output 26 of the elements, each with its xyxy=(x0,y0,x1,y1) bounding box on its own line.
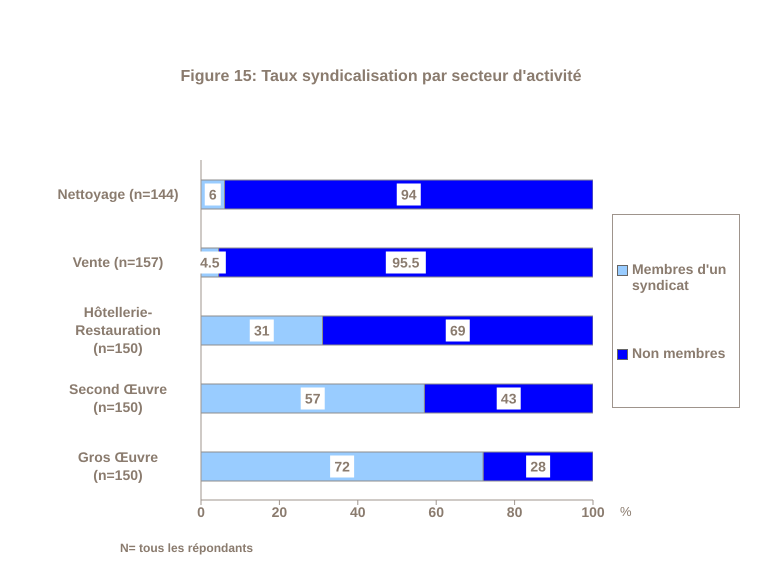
chart-title: Figure 15: Taux syndicalisation par secteur d'activité xyxy=(180,68,582,86)
y-tick-label: Gros Œuvre (n=150) xyxy=(78,449,158,483)
y-tick-label: Second Œuvre (n=150) xyxy=(68,381,168,415)
x-tick-label: 100 xyxy=(581,504,605,520)
legend-label: Non membres xyxy=(632,345,726,361)
data-label: 43 xyxy=(500,390,517,406)
data-label: 4.5 xyxy=(200,254,220,270)
y-tick-label: Nettoyage (n=144) xyxy=(58,186,178,202)
data-label: 95.5 xyxy=(392,254,420,270)
data-label: 69 xyxy=(450,322,466,338)
legend-label: Membres d'un syndicat xyxy=(632,261,728,293)
text: N= tous les répondants xyxy=(120,541,254,555)
x-tick-label: 60 xyxy=(428,504,444,520)
y-tick-label: Hôtellerie-Restauration (n=150) xyxy=(75,304,161,356)
y-tick-label: Vente (n=157) xyxy=(72,254,164,270)
data-label: 72 xyxy=(334,458,350,474)
data-label: 94 xyxy=(400,186,417,202)
x-tick-label: 40 xyxy=(350,504,366,520)
x-axis-title: % xyxy=(620,504,632,519)
x-tick-label: 80 xyxy=(506,504,523,520)
data-label: 57 xyxy=(304,390,321,406)
data-label: 6 xyxy=(208,186,217,202)
x-tick-label: 0 xyxy=(197,504,206,520)
x-tick-label: 20 xyxy=(272,504,288,520)
data-label: 28 xyxy=(530,458,546,474)
data-label: 31 xyxy=(254,322,270,338)
